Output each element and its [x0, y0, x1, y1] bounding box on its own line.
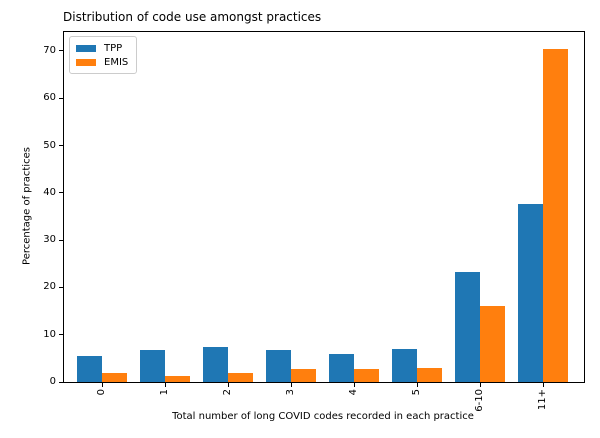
x-tick-mark: [165, 383, 166, 387]
bar-tpp-2: [203, 346, 228, 382]
y-tick-mark: [59, 145, 63, 146]
y-tick-label: 20: [43, 281, 56, 293]
x-tick-mark: [228, 383, 229, 387]
y-tick-label: 30: [43, 234, 56, 246]
x-tick-mark: [417, 383, 418, 387]
x-tick-label: 0: [96, 389, 107, 396]
x-tick-mark: [102, 383, 103, 387]
x-tick-label: 3: [285, 389, 296, 396]
bar-emis-6-10: [480, 306, 505, 382]
legend-swatch-emis: [76, 58, 96, 66]
legend-item-emis: EMIS: [76, 55, 128, 69]
bar-tpp-3: [266, 349, 291, 382]
y-tick-mark: [59, 50, 63, 52]
legend-label-tpp: TPP: [104, 42, 123, 54]
bar-emis-0: [102, 372, 127, 382]
bar-emis-11+: [543, 48, 568, 382]
bar-tpp-6-10: [455, 272, 480, 382]
y-axis-label: Percentage of practices: [21, 147, 33, 265]
bar-tpp-4: [329, 353, 354, 382]
x-tick-mark: [354, 383, 355, 387]
bar-emis-5: [417, 367, 442, 382]
bar-tpp-0: [77, 356, 102, 382]
x-tick-mark: [480, 383, 481, 387]
chart-title: Distribution of code use amongst practic…: [63, 10, 322, 24]
x-tick-label: 5: [411, 389, 422, 396]
y-tick-mark: [59, 97, 63, 99]
y-tick-mark: [59, 334, 63, 336]
x-tick-mark: [543, 383, 544, 387]
plot-area: 0 10 20 30 40 50 60 70 0 1 2 3 4 5 6-10 11+: [43, 31, 585, 412]
y-tick-label: 0: [49, 376, 56, 387]
y-tick-label: 10: [43, 328, 56, 340]
legend: TPP EMIS: [69, 36, 138, 74]
bar-tpp-5: [392, 348, 417, 382]
bar-emis-1: [165, 375, 190, 382]
y-tick-mark: [59, 192, 63, 194]
x-tick-label: 1: [159, 389, 170, 396]
legend-swatch-tpp: [76, 44, 96, 52]
x-tick-label: 2: [222, 389, 233, 396]
y-tick-label: 70: [43, 44, 56, 56]
x-tick-mark: [291, 383, 292, 387]
y-tick-mark: [59, 239, 63, 241]
legend-label-emis: EMIS: [104, 56, 129, 68]
y-tick-label: 50: [43, 139, 56, 151]
x-tick-label: 6-10: [474, 389, 485, 412]
bar-emis-4: [354, 368, 379, 382]
y-tick-label: 40: [43, 186, 56, 198]
bar-tpp-1: [140, 349, 165, 382]
bar-emis-3: [291, 368, 316, 382]
bar-tpp-11+: [518, 204, 543, 382]
y-tick-label: 60: [43, 92, 56, 104]
y-tick-mark: [59, 381, 63, 383]
x-tick-label: 4: [348, 389, 359, 396]
bar-emis-2: [228, 372, 253, 382]
y-tick-mark: [59, 286, 63, 288]
legend-item-tpp: TPP: [76, 41, 128, 55]
x-axis-label: Total number of long COVID codes recorde…: [172, 411, 474, 422]
x-tick-label: 11+: [537, 389, 548, 411]
